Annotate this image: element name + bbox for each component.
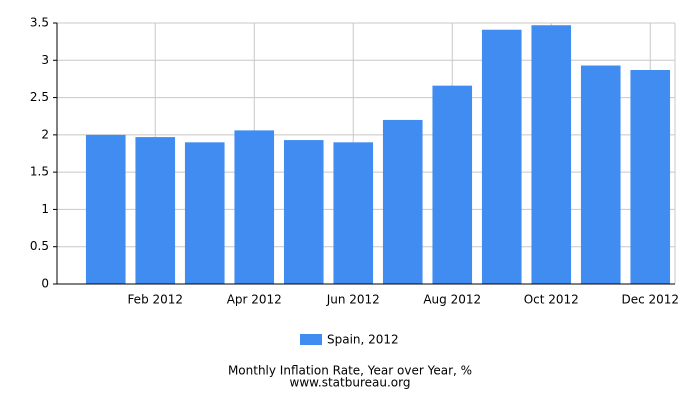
y-tick-label: 0.5 xyxy=(30,239,49,253)
y-tick-label: 3 xyxy=(41,53,49,67)
chart-subtitle: www.statbureau.org xyxy=(290,376,411,390)
bar xyxy=(85,134,126,284)
bar xyxy=(283,140,324,284)
bar xyxy=(184,142,225,284)
chart-title: Monthly Inflation Rate, Year over Year, … xyxy=(228,364,472,378)
y-tick-label: 1 xyxy=(41,202,49,216)
x-tick-label: Apr 2012 xyxy=(227,293,282,307)
y-tick-label: 2.5 xyxy=(30,90,49,104)
bar xyxy=(630,69,671,284)
legend-swatch xyxy=(300,334,322,345)
bar xyxy=(382,119,423,284)
bar xyxy=(234,130,275,284)
y-tick-label: 2 xyxy=(41,127,49,141)
bar xyxy=(432,85,473,284)
x-tick-label: Jun 2012 xyxy=(326,293,380,307)
bar xyxy=(481,29,522,285)
y-tick-label: 1.5 xyxy=(30,165,49,179)
x-tick-label: Aug 2012 xyxy=(423,293,481,307)
bar xyxy=(333,142,374,284)
x-tick-label: Oct 2012 xyxy=(524,293,579,307)
bar xyxy=(135,137,176,284)
y-tick-label: 0 xyxy=(41,277,49,291)
y-tick-label: 3.5 xyxy=(30,16,49,30)
x-tick-label: Feb 2012 xyxy=(127,293,183,307)
legend-label: Spain, 2012 xyxy=(327,333,399,347)
bar xyxy=(531,25,572,284)
bar xyxy=(580,65,621,285)
x-tick-label: Dec 2012 xyxy=(621,293,679,307)
